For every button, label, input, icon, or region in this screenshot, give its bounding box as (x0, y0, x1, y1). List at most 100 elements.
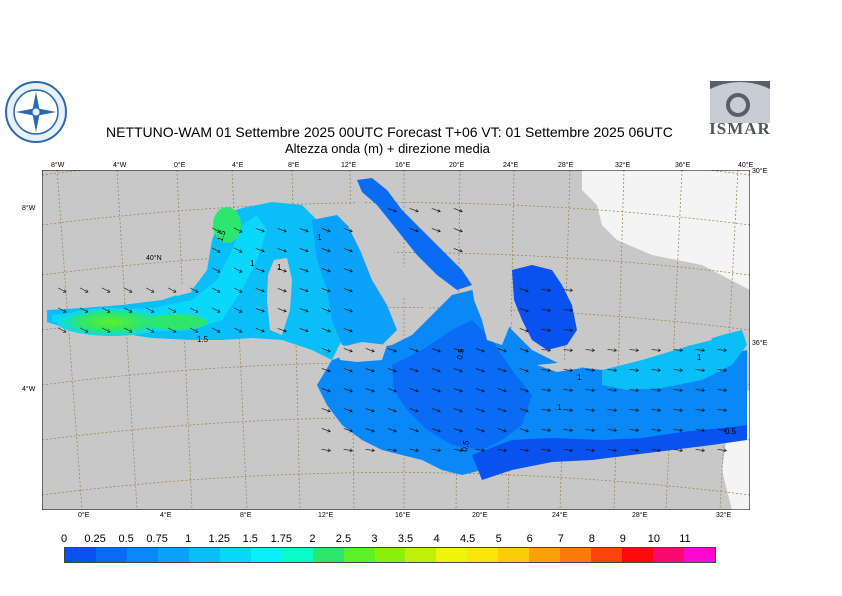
direction-arrow (541, 329, 551, 331)
direction-arrow (453, 248, 463, 252)
legend-label: 1.75 (270, 533, 293, 545)
legend-label: 2.5 (335, 533, 352, 545)
direction-arrowhead (415, 369, 419, 373)
direction-arrowhead (679, 428, 684, 433)
direction-arrowhead (701, 348, 706, 353)
legend-swatch (250, 548, 282, 562)
direction-arrow (673, 449, 683, 451)
legend-swatch (126, 548, 158, 562)
direction-arrowhead (723, 408, 728, 413)
direction-arrowhead (84, 289, 89, 293)
direction-arrow (475, 368, 485, 372)
direction-arrow (431, 388, 441, 392)
direction-arrow (673, 389, 683, 391)
direction-arrowhead (525, 289, 529, 293)
tick-top: 28°E (558, 162, 574, 169)
direction-arrow (299, 288, 309, 292)
direction-arrowhead (569, 368, 574, 373)
direction-arrow (277, 268, 287, 272)
direction-arrowhead (525, 409, 529, 413)
direction-arrowhead (216, 229, 221, 233)
direction-arrow (189, 287, 199, 293)
direction-arrowhead (459, 429, 463, 433)
direction-arrowhead (701, 448, 706, 453)
direction-arrowhead (327, 249, 331, 253)
direction-arrow (343, 388, 353, 392)
direction-arrow (673, 369, 683, 371)
direction-arrowhead (261, 229, 265, 233)
direction-arrow (629, 349, 639, 351)
legend-label: 6 (526, 533, 533, 545)
direction-arrow (387, 388, 397, 392)
direction-arrowhead (283, 329, 287, 333)
direction-arrowhead (657, 428, 662, 433)
legend-label: 0 (60, 533, 68, 545)
direction-arrowhead (349, 309, 353, 313)
direction-arrowhead (62, 309, 67, 313)
direction-arrow (651, 409, 661, 411)
direction-arrow (321, 228, 331, 232)
direction-arrow (211, 307, 221, 313)
direction-arrowhead (62, 289, 67, 293)
direction-arrowhead (547, 408, 552, 413)
direction-arrow (145, 307, 155, 313)
direction-arrow (519, 328, 529, 332)
sea-western-band (52, 215, 267, 332)
direction-arrow (211, 227, 221, 233)
direction-arrow (673, 429, 683, 431)
direction-arrow (431, 449, 441, 451)
direction-arrow (343, 248, 353, 252)
direction-arrow (57, 327, 67, 333)
direction-arrow (629, 429, 639, 431)
legend-swatch (467, 548, 499, 562)
tick-top: 36°E (675, 162, 691, 169)
sea-ionian-core (392, 320, 532, 450)
direction-arrow (277, 288, 287, 292)
direction-arrow (453, 208, 463, 212)
direction-arrowhead (635, 388, 640, 393)
direction-arrow (431, 348, 441, 352)
direction-arrowhead (371, 349, 375, 353)
direction-arrow (321, 288, 331, 292)
direction-arrow (387, 208, 397, 212)
direction-arrowhead (613, 388, 618, 393)
direction-arrow (387, 449, 397, 451)
wave-height-legend (64, 547, 716, 563)
island-cyprus (682, 330, 712, 345)
direction-arrow (431, 208, 441, 212)
direction-arrowhead (657, 348, 662, 353)
direction-arrowhead (503, 429, 507, 433)
direction-arrowhead (459, 409, 463, 413)
direction-arrow (695, 389, 705, 391)
direction-arrowhead (415, 209, 419, 213)
direction-arrow (233, 327, 243, 333)
direction-arrowhead (679, 388, 684, 393)
legend-swatch (622, 548, 654, 562)
direction-arrow (189, 327, 199, 333)
direction-arrowhead (415, 409, 419, 413)
direction-arrowhead (305, 309, 309, 313)
direction-arrowhead (591, 348, 596, 353)
direction-arrow (541, 309, 551, 311)
direction-arrowhead (437, 389, 441, 393)
wave-height-map: 1.5 1 1 1 1.5 0.5 0.5 1 1 1 0.5 (42, 170, 750, 510)
contour-label: 1 (577, 373, 582, 382)
direction-arrow (299, 228, 309, 232)
direction-arrow (563, 289, 573, 291)
direction-arrow (79, 327, 89, 333)
direction-arrow (717, 429, 727, 431)
direction-arrow (431, 428, 441, 432)
direction-arrow (717, 449, 727, 451)
direction-arrowhead (613, 348, 618, 353)
direction-arrow (101, 327, 111, 333)
direction-arrow (585, 429, 595, 431)
legend-label: 4 (433, 533, 440, 545)
contour-label: 1 (697, 353, 702, 362)
direction-arrowhead (238, 289, 243, 293)
direction-arrow (453, 228, 463, 232)
legend-label: 8 (588, 533, 595, 545)
direction-arrow (409, 368, 419, 372)
island-sicily (337, 342, 387, 362)
direction-arrowhead (701, 408, 706, 413)
direction-arrowhead (349, 249, 353, 253)
